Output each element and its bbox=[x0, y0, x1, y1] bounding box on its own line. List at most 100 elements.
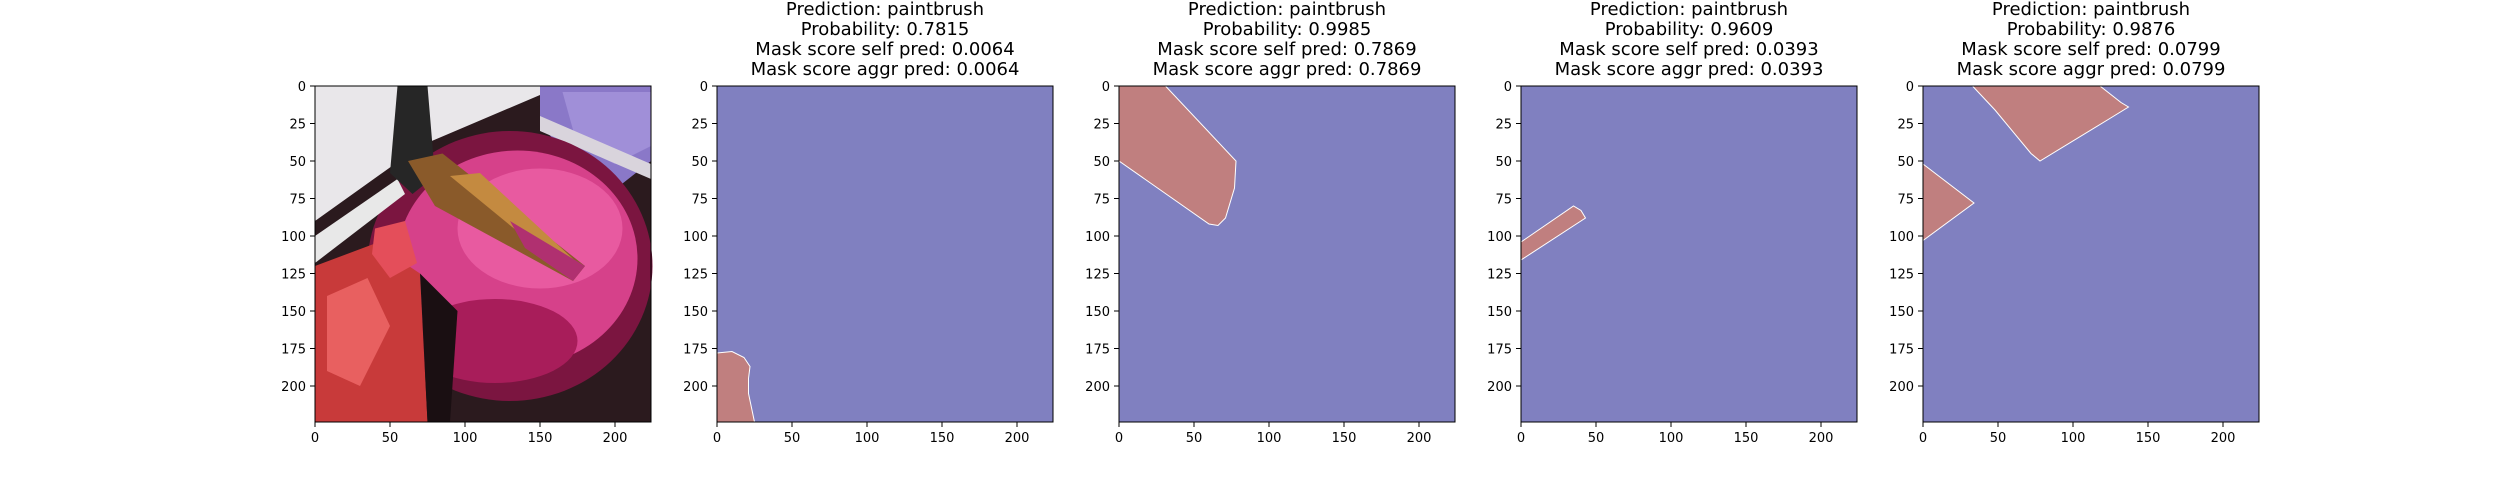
title-line: Probability: 0.7815 bbox=[800, 19, 970, 40]
y-tick-label: 125 bbox=[281, 268, 306, 283]
y-tick-label: 25 bbox=[1495, 118, 1512, 133]
x-tick-label: 100 bbox=[1257, 431, 1282, 446]
x-tick-label: 50 bbox=[1990, 431, 2007, 446]
x-tick-label: 0 bbox=[311, 431, 319, 446]
x-tick-label: 200 bbox=[1005, 431, 1030, 446]
title-line: Mask score aggr pred: 0.0799 bbox=[1956, 59, 2226, 80]
y-tick-label: 200 bbox=[281, 380, 306, 395]
panel-2-title: Prediction: paintbrush Probability: 0.781… bbox=[685, 0, 1085, 80]
mask-region-1 bbox=[1118, 85, 1237, 227]
y-tick-label: 0 bbox=[1906, 80, 1914, 95]
y-tick-label: 100 bbox=[1085, 230, 1110, 245]
mask-background bbox=[717, 86, 1053, 422]
x-tick-label: 0 bbox=[1517, 431, 1525, 446]
x-tick-label: 150 bbox=[930, 431, 955, 446]
y-tick-label: 75 bbox=[289, 193, 306, 208]
mask-region-1 bbox=[1971, 85, 2130, 162]
title-line: Prediction: paintbrush bbox=[1589, 0, 1789, 20]
title-line: Mask score self pred: 0.0799 bbox=[1961, 39, 2221, 60]
title-line: Probability: 0.9609 bbox=[1604, 19, 1774, 40]
y-tick-label: 100 bbox=[1889, 230, 1914, 245]
y-tick-label: 175 bbox=[683, 343, 708, 358]
y-tick-label: 0 bbox=[700, 80, 708, 95]
title-line: Mask score self pred: 0.7869 bbox=[1157, 39, 1417, 60]
y-tick-label: 200 bbox=[683, 380, 708, 395]
title-line: Mask score aggr pred: 0.0064 bbox=[750, 59, 1020, 80]
x-tick-label: 100 bbox=[855, 431, 880, 446]
title-line: Mask score self pred: 0.0064 bbox=[755, 39, 1015, 60]
panel-2: 0 50 100 150 200 0 25 50 75 100 125 150 175 200 bbox=[683, 80, 1054, 446]
panel-3-title: Prediction: paintbrush Probability: 0.998… bbox=[1087, 0, 1487, 80]
y-tick-label: 100 bbox=[683, 230, 708, 245]
x-tick-label: 0 bbox=[1115, 431, 1123, 446]
title-line: Prediction: paintbrush bbox=[785, 0, 985, 20]
y-tick-label: 150 bbox=[1487, 305, 1512, 320]
y-tick-label: 100 bbox=[281, 230, 306, 245]
x-tick-label: 150 bbox=[1332, 431, 1357, 446]
y-tick-label: 125 bbox=[1889, 268, 1914, 283]
y-tick-label: 50 bbox=[1495, 155, 1512, 170]
y-tick-label: 125 bbox=[683, 268, 708, 283]
y-tick-label: 75 bbox=[691, 193, 708, 208]
x-tick-label: 50 bbox=[784, 431, 801, 446]
x-tick-label: 50 bbox=[382, 431, 399, 446]
axes-frame bbox=[314, 85, 652, 423]
y-tick-label: 125 bbox=[1085, 268, 1110, 283]
title-line: Mask score aggr pred: 0.0393 bbox=[1554, 59, 1824, 80]
x-tick-label: 150 bbox=[528, 431, 553, 446]
palette-white-area bbox=[315, 86, 540, 221]
y-tick-label: 175 bbox=[1487, 343, 1512, 358]
x-tick-label: 100 bbox=[1659, 431, 1684, 446]
x-tick-label: 0 bbox=[713, 431, 721, 446]
y-tick-label: 125 bbox=[1487, 268, 1512, 283]
pink-paint-blob bbox=[372, 221, 417, 278]
y-tick-label: 150 bbox=[281, 305, 306, 320]
axes-frame bbox=[1520, 85, 1858, 423]
panel-4-title: Prediction: paintbrush Probability: 0.960… bbox=[1489, 0, 1889, 80]
y-tick-label: 25 bbox=[1897, 118, 1914, 133]
x-tick-label: 150 bbox=[2136, 431, 2161, 446]
x-tick-label: 0 bbox=[1919, 431, 1927, 446]
x-tick-label: 200 bbox=[1407, 431, 1432, 446]
title-line: Prediction: paintbrush bbox=[1991, 0, 2191, 20]
x-tick-label: 100 bbox=[2061, 431, 2086, 446]
red-paint-highlight bbox=[327, 278, 390, 386]
y-tick-label: 75 bbox=[1495, 193, 1512, 208]
title-line: Mask score self pred: 0.0393 bbox=[1559, 39, 1819, 60]
panel-4: 0 50 100 150 200 0 25 50 75 100 125 150 175 200 bbox=[1487, 80, 1858, 446]
y-tick-label: 200 bbox=[1085, 380, 1110, 395]
axes-frame bbox=[1922, 85, 2260, 423]
x-tick-label: 50 bbox=[1186, 431, 1203, 446]
title-line: Probability: 0.9876 bbox=[2006, 19, 2176, 40]
y-tick-label: 0 bbox=[1102, 80, 1110, 95]
title-line: Probability: 0.9985 bbox=[1202, 19, 1372, 40]
y-tick-label: 75 bbox=[1897, 193, 1914, 208]
x-tick-label: 200 bbox=[1809, 431, 1834, 446]
y-tick-label: 25 bbox=[289, 118, 306, 133]
pan-gap-shadow bbox=[420, 273, 458, 422]
y-tick-label: 0 bbox=[298, 80, 306, 95]
y-tick-label: 150 bbox=[1889, 305, 1914, 320]
brush-ferrule bbox=[315, 179, 405, 263]
y-tick-label: 200 bbox=[1487, 380, 1512, 395]
x-tick-label: 100 bbox=[453, 431, 478, 446]
panel-3: 0 50 100 150 200 0 25 50 75 100 125 150 175 200 bbox=[1085, 80, 1456, 446]
mask-background bbox=[1923, 86, 2259, 422]
y-tick-label: 200 bbox=[1889, 380, 1914, 395]
y-tick-label: 50 bbox=[1897, 155, 1914, 170]
y-tick-label: 25 bbox=[1093, 118, 1110, 133]
y-tick-label: 100 bbox=[1487, 230, 1512, 245]
y-tick-label: 175 bbox=[1889, 343, 1914, 358]
y-tick-label: 50 bbox=[691, 155, 708, 170]
y-tick-label: 150 bbox=[1085, 305, 1110, 320]
axes-frame bbox=[1118, 85, 1456, 423]
title-line: Mask score aggr pred: 0.7869 bbox=[1152, 59, 1422, 80]
y-tick-label: 175 bbox=[1085, 343, 1110, 358]
x-tick-label: 200 bbox=[603, 431, 628, 446]
pan-divider bbox=[540, 116, 651, 179]
y-tick-label: 75 bbox=[1093, 193, 1110, 208]
y-tick-label: 150 bbox=[683, 305, 708, 320]
y-tick-label: 50 bbox=[1093, 155, 1110, 170]
y-tick-label: 175 bbox=[281, 343, 306, 358]
